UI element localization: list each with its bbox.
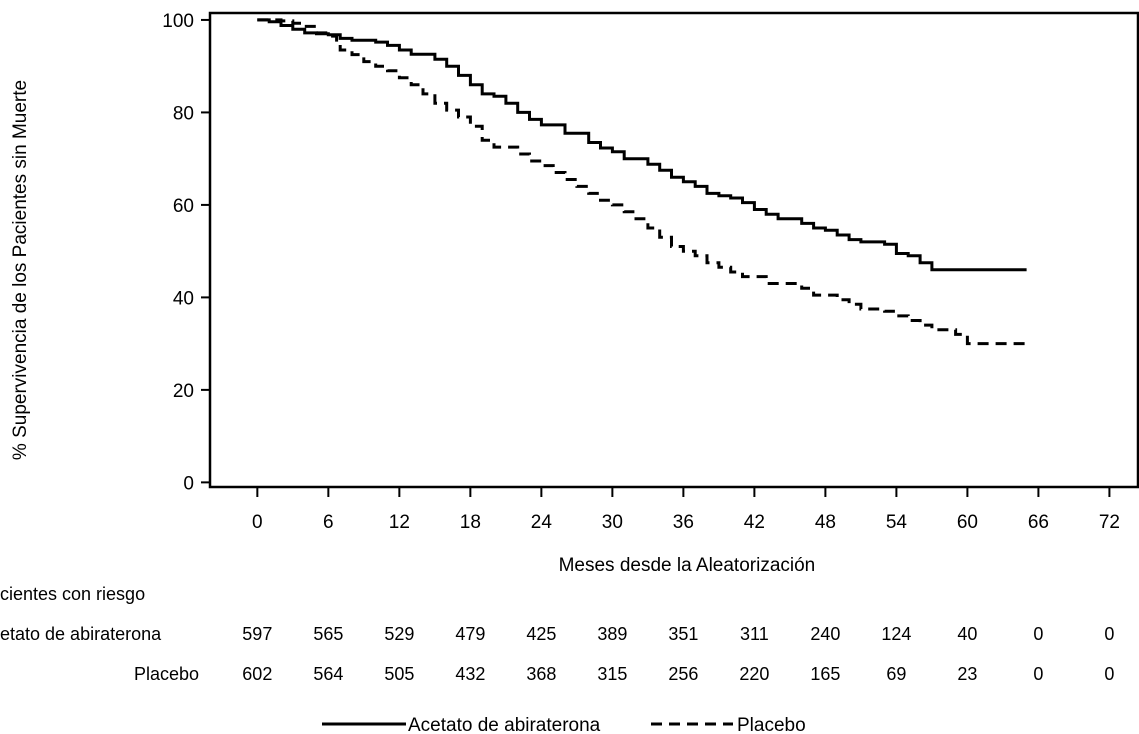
x-axis-label: Meses desde la Aleatorización <box>559 555 816 576</box>
risk-value: 315 <box>597 664 628 684</box>
risk-value: 256 <box>668 664 699 684</box>
risk-value: 220 <box>739 664 770 684</box>
risk-value: 23 <box>957 664 978 684</box>
risk-value: 389 <box>597 624 628 644</box>
y-tick-label: 20 <box>173 381 194 402</box>
risk-value: 597 <box>242 624 273 644</box>
legend-label-abiraterona: Acetato de abiraterona <box>408 715 601 734</box>
risk-value: 564 <box>313 664 344 684</box>
y-tick-label: 0 <box>183 473 194 494</box>
series-line-placebo <box>257 18 1027 346</box>
x-tick-label: 36 <box>673 512 694 533</box>
x-tick-label: 66 <box>1028 512 1049 533</box>
plot-frame <box>208 11 1139 489</box>
legend-label-placebo: Placebo <box>737 715 806 734</box>
y-tick-label: 100 <box>162 11 194 32</box>
risk-value: 0 <box>1033 624 1044 644</box>
risk-value: 0 <box>1033 664 1044 684</box>
y-tick-label: 40 <box>173 288 194 309</box>
y-tick-label: 80 <box>173 103 194 124</box>
risk-row-label-placebo: Placebo <box>133 664 199 684</box>
x-tick-label: 0 <box>252 512 263 533</box>
risk-value: 240 <box>810 624 841 644</box>
x-tick-label: 18 <box>460 512 481 533</box>
x-tick-label: 30 <box>602 512 623 533</box>
risk-value: 69 <box>886 664 907 684</box>
risk-value: 505 <box>384 664 415 684</box>
x-tick-label: 42 <box>744 512 765 533</box>
y-axis-label: % Supervivencia de los Pacientes sin Mue… <box>10 80 31 460</box>
risk-value: 40 <box>957 624 978 644</box>
risk-value: 368 <box>526 664 557 684</box>
risk-value: 425 <box>526 624 557 644</box>
risk-value: 565 <box>313 624 344 644</box>
risk-value: 602 <box>242 664 273 684</box>
risk-value: 479 <box>455 624 486 644</box>
risk-value: 0 <box>1104 664 1115 684</box>
risk-table-title: cientes con riesgo <box>0 584 146 604</box>
x-tick-label: 24 <box>531 512 553 533</box>
risk-row-label-abiraterona: etato de abiraterona <box>0 624 162 644</box>
risk-value: 124 <box>881 624 912 644</box>
risk-value: 529 <box>384 624 415 644</box>
series-line-abiraterona <box>257 18 1027 272</box>
risk-value: 432 <box>455 664 486 684</box>
x-tick-label: 48 <box>815 512 836 533</box>
risk-value: 311 <box>740 624 769 644</box>
y-tick-label: 60 <box>173 196 194 217</box>
x-tick-label: 72 <box>1099 512 1120 533</box>
risk-value: 165 <box>810 664 841 684</box>
risk-value: 351 <box>668 624 699 644</box>
risk-value: 0 <box>1104 624 1115 644</box>
x-tick-label: 6 <box>323 512 334 533</box>
x-tick-label: 60 <box>957 512 978 533</box>
x-tick-label: 12 <box>389 512 410 533</box>
x-tick-label: 54 <box>886 512 908 533</box>
